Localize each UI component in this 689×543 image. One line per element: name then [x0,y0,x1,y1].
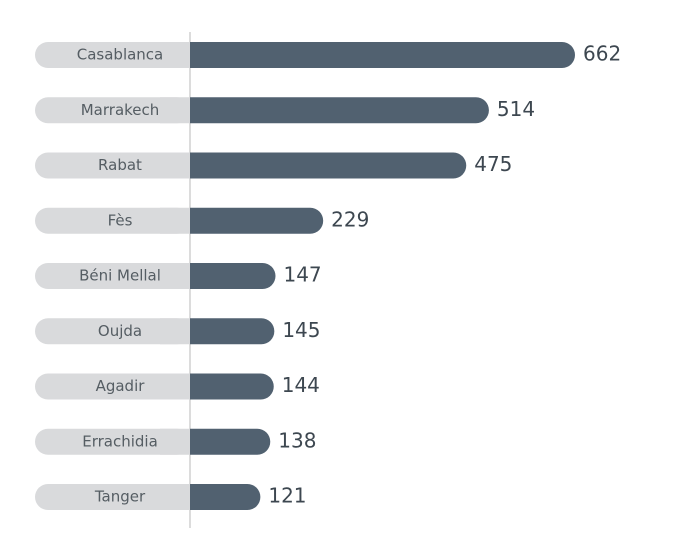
label-pill [35,97,190,124]
category-label: Marrakech [81,101,160,119]
bar [190,318,275,345]
value-label: 138 [278,428,316,452]
category-label: Béni Mellal [79,267,161,285]
label-pill [35,318,190,345]
category-label: Rabat [98,156,142,174]
label-pill [35,263,190,289]
bar [190,42,575,68]
value-label: 145 [282,318,320,342]
value-label: 514 [497,97,535,121]
label-pill-edge [160,373,190,400]
bar [190,428,271,455]
label-pill [35,373,190,400]
label-pill-edge [160,428,190,455]
value-label: 475 [474,152,512,176]
label-pill [35,428,190,455]
category-label: Casablanca [77,46,164,64]
bar [190,484,261,510]
label-pill-edge [160,152,190,179]
bar [190,263,276,289]
label-pill [35,42,190,68]
value-label: 121 [268,484,306,508]
label-pill [35,484,190,510]
category-label: Tanger [94,488,146,506]
value-label: 144 [282,373,320,397]
value-label: 229 [331,207,369,231]
category-label: Agadir [96,377,146,395]
value-label: 147 [283,263,321,287]
category-label: Errachidia [82,432,158,450]
value-label: 662 [583,42,621,66]
label-pill-edge [160,484,190,510]
bar [190,97,489,124]
label-pill-edge [160,318,190,345]
bar [190,152,467,179]
bar [190,207,324,234]
label-pill-edge [160,207,190,234]
bar [190,373,274,400]
label-pill-edge [160,42,190,68]
label-pill-edge [160,263,190,289]
label-pill-edge [160,97,190,124]
category-label: Fès [108,211,133,229]
category-label: Oujda [98,322,142,340]
label-pill [35,152,190,179]
label-pill [35,207,190,234]
